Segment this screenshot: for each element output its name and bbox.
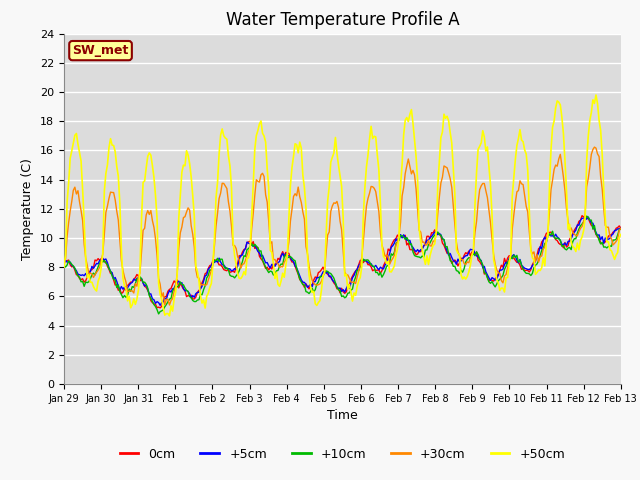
Y-axis label: Temperature (C): Temperature (C) [22,158,35,260]
Title: Water Temperature Profile A: Water Temperature Profile A [225,11,460,29]
Legend: 0cm, +5cm, +10cm, +30cm, +50cm: 0cm, +5cm, +10cm, +30cm, +50cm [115,443,570,466]
X-axis label: Time: Time [327,409,358,422]
Text: SW_met: SW_met [72,44,129,57]
